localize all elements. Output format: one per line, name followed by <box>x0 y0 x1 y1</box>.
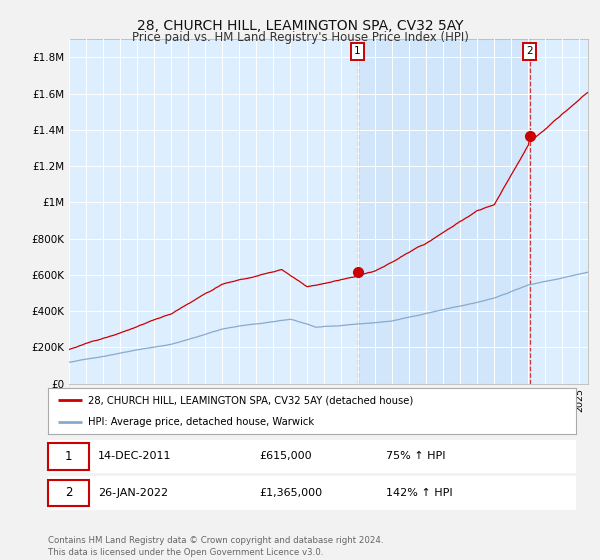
Text: 2: 2 <box>526 46 533 56</box>
Text: 14-DEC-2011: 14-DEC-2011 <box>98 451 172 461</box>
Text: 1: 1 <box>65 450 73 463</box>
Text: £615,000: £615,000 <box>259 451 312 461</box>
Text: 75% ↑ HPI: 75% ↑ HPI <box>386 451 445 461</box>
Text: 1: 1 <box>354 46 361 56</box>
Text: 142% ↑ HPI: 142% ↑ HPI <box>386 488 452 498</box>
Text: 28, CHURCH HILL, LEAMINGTON SPA, CV32 5AY (detached house): 28, CHURCH HILL, LEAMINGTON SPA, CV32 5A… <box>88 395 413 405</box>
Text: Contains HM Land Registry data © Crown copyright and database right 2024.
This d: Contains HM Land Registry data © Crown c… <box>48 536 383 557</box>
FancyBboxPatch shape <box>48 480 89 506</box>
Text: Price paid vs. HM Land Registry's House Price Index (HPI): Price paid vs. HM Land Registry's House … <box>131 31 469 44</box>
Text: 28, CHURCH HILL, LEAMINGTON SPA, CV32 5AY: 28, CHURCH HILL, LEAMINGTON SPA, CV32 5A… <box>137 19 463 33</box>
Text: 2: 2 <box>65 486 73 500</box>
Text: 26-JAN-2022: 26-JAN-2022 <box>98 488 168 498</box>
FancyBboxPatch shape <box>48 444 89 469</box>
Text: £1,365,000: £1,365,000 <box>259 488 322 498</box>
Text: HPI: Average price, detached house, Warwick: HPI: Average price, detached house, Warw… <box>88 417 314 427</box>
Bar <box>358 39 530 384</box>
